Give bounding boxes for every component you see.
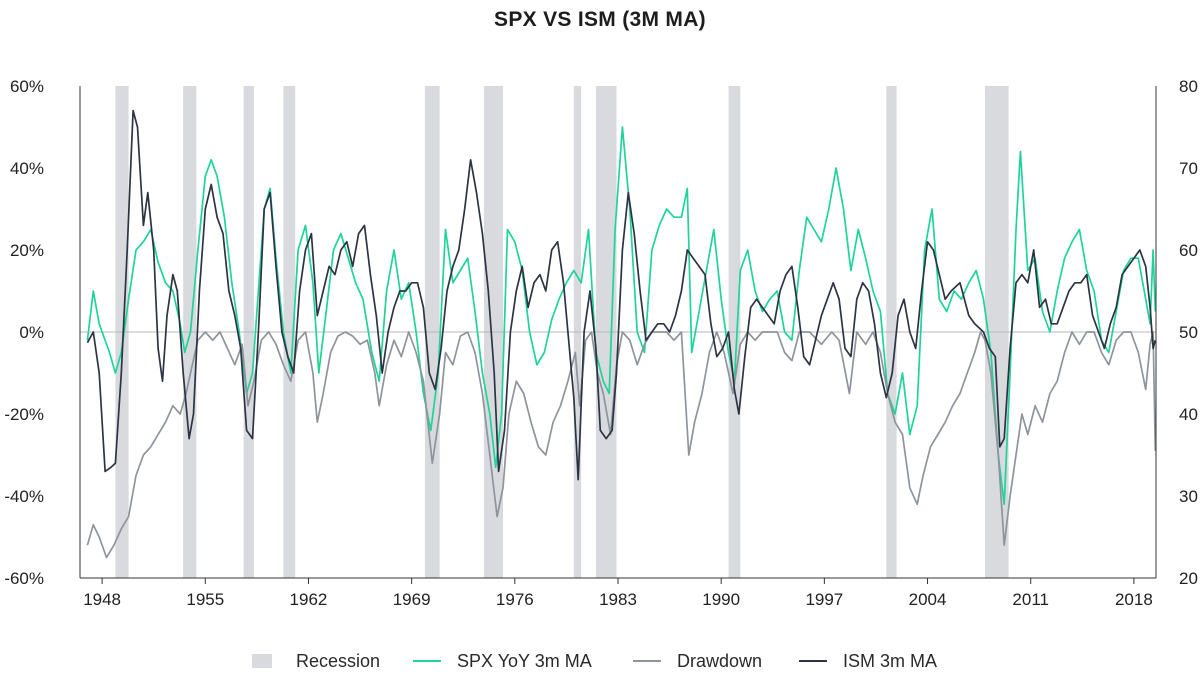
legend-ism-3m-ma-label: ISM 3m MA — [843, 651, 937, 671]
x-tick-label: 1962 — [290, 590, 328, 609]
y-left-tick-label: 0% — [19, 323, 44, 342]
legend-recession-label: Recession — [296, 651, 380, 671]
series-ism-3m-ma — [86, 109, 1157, 481]
x-tick-label: 1948 — [83, 590, 121, 609]
y-left-tick-label: -20% — [4, 405, 44, 424]
y-left-tick-label: 20% — [10, 241, 44, 260]
x-tick-label: 1969 — [393, 590, 431, 609]
y-right-tick-label: 20 — [1179, 569, 1198, 588]
legend-spx-yoy-3m-ma-label: SPX YoY 3m MA — [457, 651, 592, 671]
legend-recession-swatch — [252, 654, 272, 668]
chart-title: SPX VS ISM (3M MA) — [494, 8, 706, 31]
y-right-tick-label: 40 — [1179, 405, 1198, 424]
legend: Recession SPX YoY 3m MA Drawdown ISM 3m MA — [252, 651, 937, 671]
y-right-tick-label: 60 — [1179, 241, 1198, 260]
y-left-tick-label: 40% — [10, 159, 44, 178]
y-left-tick-label: 60% — [10, 77, 44, 96]
y-right-tick-label: 30 — [1179, 487, 1198, 506]
series-drawdown — [86, 331, 1157, 559]
y-right-tick-label: 80 — [1179, 77, 1198, 96]
y-right-tick-label: 70 — [1179, 159, 1198, 178]
legend-drawdown-label: Drawdown — [677, 651, 762, 671]
x-tick-label: 2018 — [1115, 590, 1153, 609]
x-tick-label: 2004 — [909, 590, 947, 609]
y-right-tick-label: 50 — [1179, 323, 1198, 342]
x-tick-label: 1983 — [599, 590, 637, 609]
axes: 60% 40% 20% 0% -20% -40% -60% 80 70 60 50 40 30 20 194… — [4, 77, 1198, 609]
y-left-tick-label: -60% — [4, 569, 44, 588]
x-tick-label: 1997 — [805, 590, 843, 609]
x-tick-label: 2011 — [1012, 590, 1049, 609]
series-spx-yoy-3m-ma — [86, 126, 1157, 506]
y-left-tick-label: -40% — [4, 487, 44, 506]
x-tick-label: 1990 — [702, 590, 740, 609]
series-lines — [86, 109, 1157, 559]
x-tick-label: 1955 — [186, 590, 224, 609]
x-tick-label: 1976 — [496, 590, 534, 609]
